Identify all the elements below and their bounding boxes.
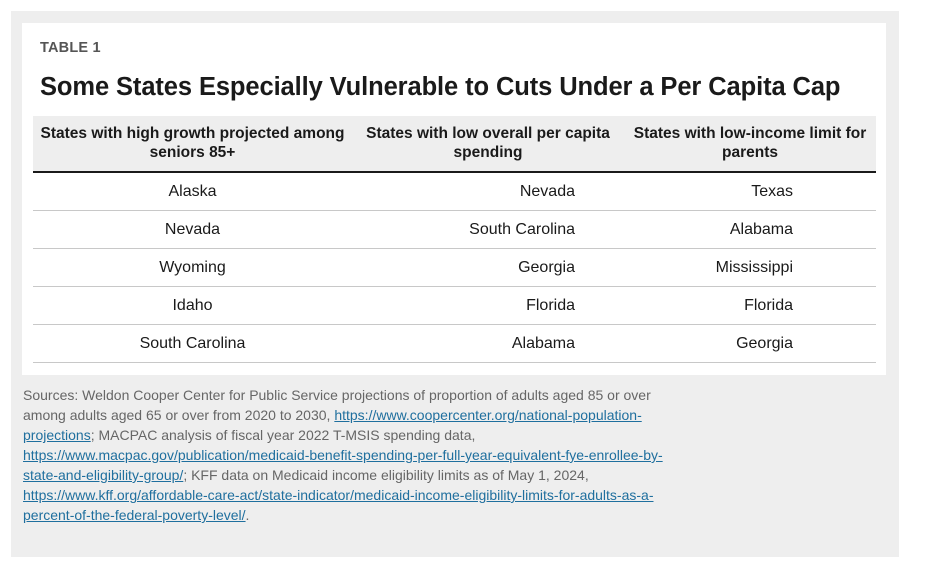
- figure-container: TABLE 1 Some States Especially Vulnerabl…: [11, 11, 899, 557]
- table-cell: Texas: [624, 172, 876, 211]
- table-cell: Nevada: [352, 172, 624, 211]
- header-high-growth-seniors: States with high growth projected among …: [33, 116, 352, 173]
- table-cell: South Carolina: [352, 210, 624, 249]
- sources-note: Sources: Weldon Cooper Center for Public…: [23, 385, 673, 525]
- table-title: Some States Especially Vulnerable to Cut…: [40, 73, 841, 101]
- kff-link[interactable]: https://www.kff.org/affordable-care-act/…: [23, 487, 654, 523]
- table-cell: Georgia: [624, 324, 876, 363]
- table-card: TABLE 1 Some States Especially Vulnerabl…: [22, 23, 886, 375]
- table-cell: Florida: [624, 286, 876, 325]
- table-cell: Georgia: [352, 248, 624, 287]
- sources-text: ; KFF data on Medicaid income eligibilit…: [183, 467, 589, 483]
- table-row: Wyoming Georgia Mississippi: [33, 248, 876, 287]
- sources-text: .: [245, 507, 250, 523]
- header-low-per-capita-spending: States with low overall per capita spend…: [352, 116, 624, 173]
- table-row: Alaska Nevada Texas: [33, 172, 876, 211]
- table-cell: South Carolina: [33, 324, 352, 363]
- header-low-income-limit-parents: States with low-income limit for parents: [624, 116, 876, 173]
- table-cell: Nevada: [33, 210, 352, 249]
- table-label: TABLE 1: [40, 40, 101, 56]
- sources-text: Sources: Weldon Cooper Center for Public…: [23, 387, 651, 423]
- states-table: States with high growth projected among …: [33, 116, 876, 363]
- sources-text: ; MACPAC analysis of fiscal year 2022 T-…: [90, 427, 476, 443]
- macpac-link[interactable]: https://www.macpac.gov/publication/medic…: [23, 447, 663, 483]
- table-cell: Alabama: [352, 324, 624, 363]
- table-cell: Florida: [352, 286, 624, 325]
- table-row: Idaho Florida Florida: [33, 286, 876, 325]
- table-row: South Carolina Alabama Georgia: [33, 324, 876, 363]
- coopercenter-link[interactable]: https://www.coopercenter.org/national-po…: [23, 407, 642, 443]
- table-header-row: States with high growth projected among …: [33, 116, 876, 173]
- table-cell: Idaho: [33, 286, 352, 325]
- table-cell: Wyoming: [33, 248, 352, 287]
- table-cell: Alabama: [624, 210, 876, 249]
- table-cell: Mississippi: [624, 248, 876, 287]
- table-cell: Alaska: [33, 172, 352, 211]
- table-row: Nevada South Carolina Alabama: [33, 210, 876, 249]
